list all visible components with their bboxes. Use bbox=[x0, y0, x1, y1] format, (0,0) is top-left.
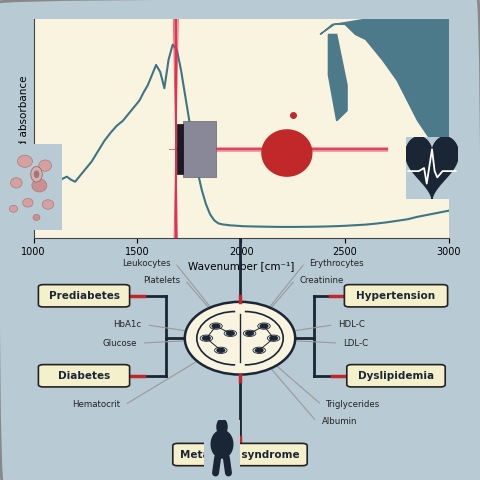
Text: Prediabetes: Prediabetes bbox=[48, 291, 120, 301]
Text: Erythrocytes: Erythrocytes bbox=[310, 259, 364, 267]
Text: Diabetes: Diabetes bbox=[58, 371, 110, 381]
Circle shape bbox=[255, 348, 263, 352]
Ellipse shape bbox=[17, 155, 33, 168]
Polygon shape bbox=[320, 19, 449, 151]
FancyBboxPatch shape bbox=[38, 285, 130, 307]
Text: Hypertension: Hypertension bbox=[357, 291, 435, 301]
Circle shape bbox=[227, 331, 234, 336]
Text: Platelets: Platelets bbox=[143, 276, 180, 285]
Circle shape bbox=[260, 324, 268, 328]
Text: LDL-C: LDL-C bbox=[343, 338, 368, 348]
Ellipse shape bbox=[42, 200, 54, 209]
Ellipse shape bbox=[11, 178, 22, 188]
Text: Triglycerides: Triglycerides bbox=[326, 400, 381, 409]
Circle shape bbox=[217, 419, 227, 435]
Ellipse shape bbox=[185, 302, 295, 374]
Circle shape bbox=[217, 348, 225, 352]
X-axis label: Wavenumber [cm⁻¹]: Wavenumber [cm⁻¹] bbox=[188, 262, 294, 272]
Text: Albumin: Albumin bbox=[322, 417, 357, 426]
FancyBboxPatch shape bbox=[173, 444, 307, 466]
Y-axis label: Infrared absorbance: Infrared absorbance bbox=[19, 76, 29, 181]
Polygon shape bbox=[328, 35, 347, 121]
Ellipse shape bbox=[31, 167, 42, 182]
Ellipse shape bbox=[34, 170, 39, 178]
Text: HbA1c: HbA1c bbox=[113, 320, 142, 329]
Text: Leukocytes: Leukocytes bbox=[122, 259, 170, 267]
Circle shape bbox=[203, 336, 210, 340]
Text: Creatinine: Creatinine bbox=[300, 276, 344, 285]
Circle shape bbox=[270, 336, 277, 340]
Bar bbox=[183, 121, 216, 177]
FancyBboxPatch shape bbox=[38, 365, 130, 387]
Text: Glucose: Glucose bbox=[102, 338, 137, 348]
FancyBboxPatch shape bbox=[344, 285, 447, 307]
Ellipse shape bbox=[32, 179, 47, 192]
Circle shape bbox=[212, 324, 220, 328]
Text: Hematocrit: Hematocrit bbox=[72, 400, 120, 409]
Bar bbox=[177, 124, 183, 174]
Text: HDL-C: HDL-C bbox=[338, 320, 365, 329]
Text: Metabolic syndrome: Metabolic syndrome bbox=[180, 450, 300, 459]
Ellipse shape bbox=[211, 431, 233, 458]
FancyBboxPatch shape bbox=[347, 365, 445, 387]
Ellipse shape bbox=[33, 215, 40, 220]
Polygon shape bbox=[406, 137, 458, 199]
Ellipse shape bbox=[39, 160, 51, 171]
Ellipse shape bbox=[23, 198, 33, 207]
Ellipse shape bbox=[10, 205, 17, 212]
Polygon shape bbox=[262, 130, 312, 176]
Text: Dyslipidemia: Dyslipidemia bbox=[358, 371, 434, 381]
Circle shape bbox=[246, 331, 253, 336]
